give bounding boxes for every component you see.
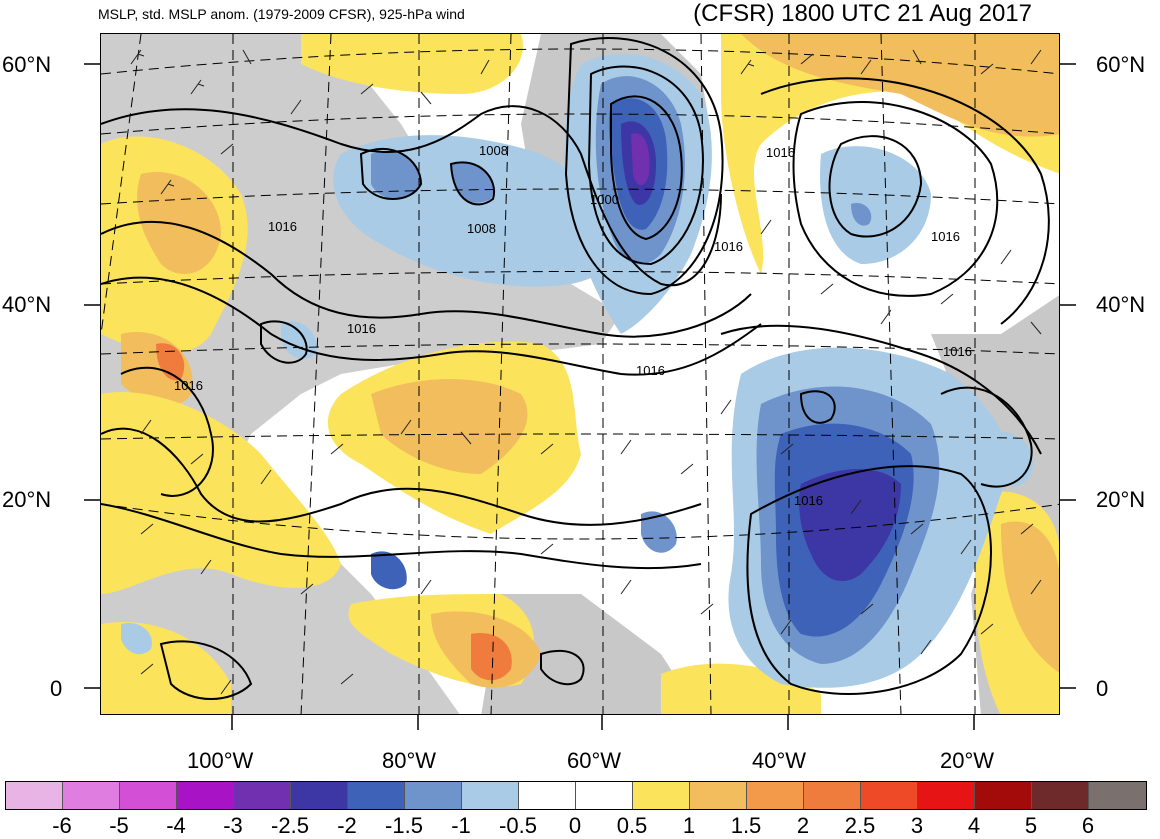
colorbar-label: 2 <box>796 813 810 838</box>
colorbar-label: -0.5 <box>499 813 537 838</box>
colorbar-label: -1.5 <box>385 813 423 838</box>
colorbar-label: -1 <box>451 813 471 838</box>
lon-label-100w: 100°W <box>187 748 254 773</box>
colorbar-cell <box>120 782 177 809</box>
colorbar-label: -6 <box>52 813 72 838</box>
map-title-right: (CFSR) 1800 UTC 21 Aug 2017 <box>693 0 1032 27</box>
isobar-labels: 1008 1008 1000 1016 1016 1016 1016 1016 … <box>174 143 972 508</box>
colorbar-cell <box>804 782 861 809</box>
lat-label-60n-left: 60°N <box>2 52 52 77</box>
colorbar-cell <box>291 782 348 809</box>
colorbar-label: -2.5 <box>271 813 309 838</box>
lon-label-20w: 20°W <box>940 748 995 773</box>
lon-label-40w: 40°W <box>752 748 807 773</box>
isobar-label: 1000 <box>590 192 619 207</box>
axis-ticks <box>84 63 1076 730</box>
isobar-label: 1016 <box>347 321 376 336</box>
lon-label-80w: 80°W <box>382 748 437 773</box>
lat-label-60n-right: 60°N <box>1096 52 1146 77</box>
isobar-label: 1016 <box>714 239 743 254</box>
colorbar-cell <box>6 782 63 809</box>
isobar-label: 1016 <box>174 378 203 393</box>
colorbar-label: -4 <box>166 813 186 838</box>
colorbar-label: 2.5 <box>844 813 876 838</box>
colorbar-cell <box>177 782 234 809</box>
lat-label-20n-right: 20°N <box>1096 487 1146 512</box>
colorbar-cell <box>861 782 918 809</box>
lat-label-20n-left: 20°N <box>2 487 52 512</box>
colorbar-cell <box>1089 782 1146 809</box>
colorbar-cell <box>918 782 975 809</box>
colorbar-label: 0.5 <box>616 813 648 838</box>
colorbar-cell <box>462 782 519 809</box>
negative-anomalies <box>121 54 1033 688</box>
colorbar-label: 0 <box>568 813 582 838</box>
lat-label-0-right: 0 <box>1096 676 1109 701</box>
colorbar-cell <box>576 782 633 809</box>
colorbar-label: -5 <box>109 813 129 838</box>
colorbar-cell <box>234 782 291 809</box>
anomaly-colorbar <box>5 781 1147 810</box>
isobar-label: 1016 <box>943 344 972 359</box>
lat-label-40n-left: 40°N <box>2 292 52 317</box>
lat-label-0-left: 0 <box>50 676 63 701</box>
isobar-label: 1008 <box>479 143 508 158</box>
wind-barbs <box>130 49 1042 695</box>
colorbar-label: 6 <box>1081 813 1095 838</box>
map-title-left: MSLP, std. MSLP anom. (1979-2009 CFSR), … <box>98 6 465 22</box>
isobar-label: 1016 <box>268 219 297 234</box>
colorbar-label: 3 <box>910 813 924 838</box>
colorbar-label: 5 <box>1024 813 1038 838</box>
isobar-label: 1016 <box>931 229 960 244</box>
isobar-label: 1016 <box>636 363 665 378</box>
weather-map: 1008 1008 1000 1016 1016 1016 1016 1016 … <box>100 33 1060 715</box>
colorbar-label: -3 <box>223 813 243 838</box>
map-canvas: 1008 1008 1000 1016 1016 1016 1016 1016 … <box>101 34 1059 714</box>
colorbar-cell <box>633 782 690 809</box>
isobar-label: 1016 <box>794 493 823 508</box>
colorbar-label: -2 <box>337 813 357 838</box>
colorbar-label: 4 <box>967 813 981 838</box>
lon-label-60w: 60°W <box>567 748 622 773</box>
colorbar-label: 1.5 <box>730 813 762 838</box>
colorbar-cell <box>519 782 576 809</box>
colorbar-cell <box>690 782 747 809</box>
isobars <box>101 37 1050 700</box>
colorbar-cell <box>1032 782 1089 809</box>
colorbar-cell <box>348 782 405 809</box>
colorbar-label: 1 <box>682 813 696 838</box>
isobar-label: 1016 <box>766 145 795 160</box>
isobar-label: 1008 <box>467 221 496 236</box>
colorbar-cell <box>747 782 804 809</box>
colorbar-cell <box>405 782 462 809</box>
lat-label-40n-right: 40°N <box>1096 292 1146 317</box>
colorbar-cell <box>975 782 1032 809</box>
colorbar-cell <box>63 782 120 809</box>
